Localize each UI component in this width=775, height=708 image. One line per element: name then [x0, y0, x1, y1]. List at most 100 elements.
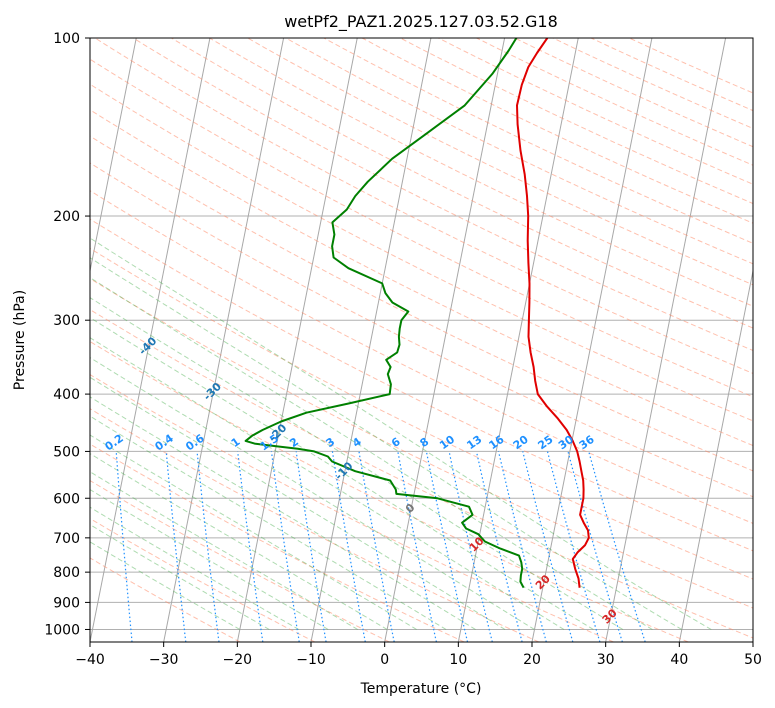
- x-tick-label: 20: [523, 652, 541, 668]
- dry-adiabat-line: [438, 38, 753, 185]
- dry-adiabat-line: [90, 374, 614, 642]
- mixing-ratio-line: [237, 451, 264, 642]
- dry-adiabat-line: [90, 218, 753, 552]
- line-labels: 0.2 0.4 0.6 1 1.5 2 3 4 6 8 10 13 16 20 25 30 36-40-30-2…: [103, 334, 620, 626]
- moist-adiabat-line: [90, 317, 594, 630]
- dry-adiabat-line: [285, 38, 753, 265]
- dry-adiabat-line: [90, 308, 753, 639]
- y-tick-label: 500: [53, 444, 80, 460]
- dry-adiabat-line: [399, 38, 753, 205]
- mixing-ratio-line: [270, 451, 300, 642]
- mixing-ratio-label: 13: [464, 433, 484, 452]
- mixing-ratio-line: [546, 451, 601, 642]
- moist-adiabat-line: [90, 237, 712, 630]
- mixing-ratio-line: [588, 451, 646, 642]
- dewpoint-profile-line: [244, 38, 525, 589]
- isotherm-line: [605, 38, 727, 642]
- mixing-ratio-line: [397, 451, 437, 642]
- mixing-ratio-label: 10: [437, 433, 457, 453]
- dry-adiabat-line: [90, 277, 753, 609]
- dry-adiabat-line: [90, 135, 753, 472]
- dry-adiabat-line: [590, 38, 753, 112]
- dry-adiabat-line: [323, 38, 753, 244]
- isotherm-line: [457, 38, 579, 642]
- dry-adiabat-line: [90, 83, 753, 422]
- mixing-ratio-label: 36: [577, 433, 597, 453]
- y-tick-label: 400: [53, 387, 80, 403]
- temperature-profile-line: [516, 38, 590, 588]
- y-tick-label: 300: [53, 313, 80, 329]
- dry-adiabat-line: [90, 443, 465, 642]
- dry-adiabat-line: [94, 38, 753, 374]
- mixing-ratio-line: [522, 451, 574, 642]
- moist-adiabat-line: [90, 452, 388, 630]
- mixing-ratio-line: [115, 451, 133, 642]
- plot-frame: [89, 37, 754, 643]
- dry-adiabat-line: [209, 38, 753, 307]
- isotherm-label: 0: [403, 501, 418, 516]
- background-lines: [0, 38, 753, 642]
- x-tick-label: −10: [296, 652, 326, 668]
- mixing-ratio-line: [475, 451, 523, 642]
- mixing-ratio-label: 16: [487, 433, 507, 453]
- y-tick-label: 800: [53, 565, 80, 581]
- x-tick-label: 30: [597, 652, 615, 668]
- y-tick-label: 600: [53, 491, 80, 507]
- dry-adiabat-line: [132, 38, 753, 352]
- moist-adiabat-line: [90, 541, 241, 630]
- x-tick-label: 10: [449, 652, 467, 668]
- isotherm-label: -40: [136, 334, 159, 357]
- dry-adiabat-line: [90, 162, 753, 498]
- isotherm-line: [0, 38, 63, 642]
- isotherm-line: [531, 38, 653, 642]
- mixing-ratio-label: 25: [535, 433, 555, 452]
- isotherm-line: [90, 38, 137, 274]
- isotherm-line: [678, 268, 753, 642]
- y-tick-label: 200: [53, 209, 80, 225]
- isotherm-label: 10: [467, 534, 487, 554]
- mixing-ratio-line: [425, 451, 469, 642]
- profile-lines: [244, 38, 590, 589]
- dry-adiabat-line: [90, 408, 540, 642]
- dry-adiabat-line: [247, 38, 753, 286]
- y-tick-label: 700: [53, 531, 80, 547]
- mixing-ratio-label: 3: [324, 435, 338, 450]
- isotherm-line: [384, 38, 506, 642]
- isotherm-line: [752, 639, 753, 642]
- moist-adiabat-line: [90, 434, 417, 630]
- dry-adiabat-line: [90, 247, 753, 580]
- mixing-ratio-line: [295, 451, 327, 642]
- y-tick-label: 900: [53, 595, 80, 611]
- mixing-ratio-line: [497, 451, 547, 642]
- isotherm-label: 20: [533, 572, 553, 592]
- y-tick-label: 1000: [44, 622, 80, 638]
- x-tick-label: −40: [75, 652, 105, 668]
- dry-adiabat-line: [514, 38, 753, 148]
- dry-adiabat-line: [90, 480, 390, 642]
- moist-adiabat-line: [90, 297, 624, 630]
- mixing-ratio-label: 4: [350, 435, 364, 450]
- x-axis-ticks: −40 −30 −20 −10 0 10 20 30 40 50: [75, 642, 762, 668]
- dry-adiabat-line: [90, 109, 753, 447]
- y-axis-label: Pressure (hPa): [12, 290, 28, 390]
- mixing-ratio-line: [331, 451, 366, 642]
- x-tick-label: −20: [223, 652, 253, 668]
- isotherm-line: [163, 38, 285, 642]
- mixing-ratio-label: 8: [418, 435, 432, 450]
- mixing-ratio-label: 20: [511, 433, 531, 453]
- mixing-ratio-label: 0.6: [183, 431, 207, 453]
- dry-adiabat-line: [90, 58, 753, 398]
- dry-adiabat-line: [552, 38, 753, 129]
- dry-adiabat-line: [171, 38, 753, 329]
- dry-adiabat-line: [476, 38, 753, 166]
- y-tick-label: 100: [53, 31, 80, 47]
- isotherm-line: [90, 38, 211, 642]
- moist-adiabat-line: [90, 337, 565, 630]
- isotherm-label: 30: [600, 606, 620, 626]
- mixing-ratio-line: [448, 451, 493, 642]
- mixing-ratio-label: 0.4: [152, 431, 176, 453]
- dry-adiabat-line: [90, 340, 689, 642]
- dry-adiabat-line: [90, 190, 753, 524]
- mixing-ratio-label: 0.2: [103, 432, 126, 454]
